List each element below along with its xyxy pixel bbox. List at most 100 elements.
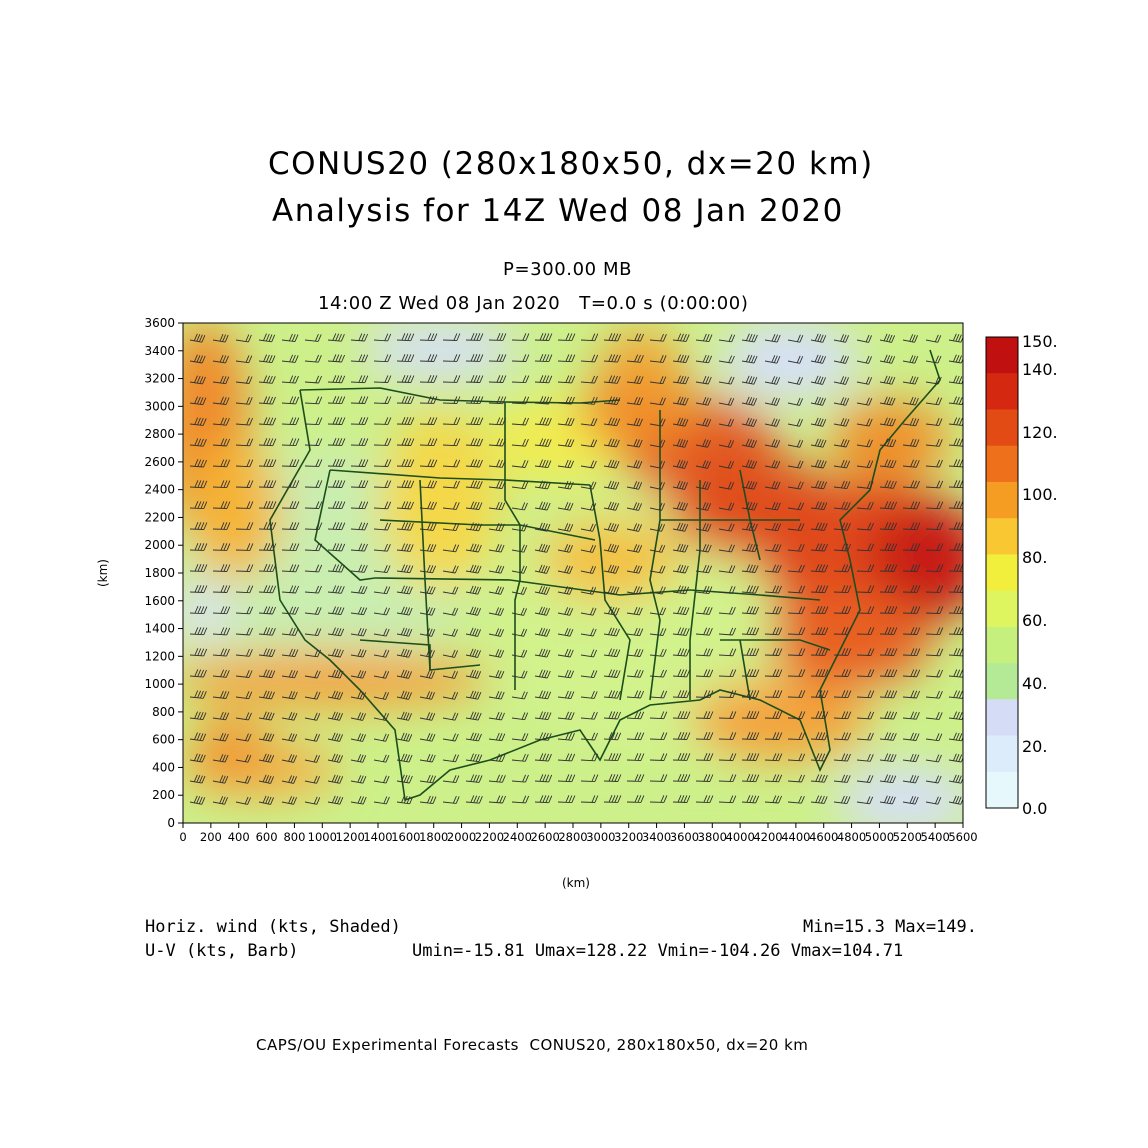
wind-barb xyxy=(902,522,921,531)
wind-barb xyxy=(235,459,254,468)
wind-barb xyxy=(833,585,852,594)
wind-barb xyxy=(580,586,597,595)
wind-barb xyxy=(741,522,758,532)
wind-barb xyxy=(419,712,436,721)
wind-barb xyxy=(442,459,461,468)
wind-barb xyxy=(764,690,783,698)
wind-barb xyxy=(258,438,277,447)
wind-barb xyxy=(810,522,828,531)
x-tick-label: 1800 xyxy=(419,830,448,844)
wind-barb xyxy=(580,460,597,469)
wind-barb xyxy=(212,480,231,489)
wind-barb xyxy=(534,648,551,658)
wind-barb xyxy=(856,775,874,783)
wind-barb xyxy=(258,396,276,405)
wind-barb xyxy=(672,459,689,469)
wind-barb xyxy=(603,459,620,469)
wind-barb xyxy=(833,418,850,427)
wind-barb xyxy=(212,334,229,343)
wind-barb xyxy=(603,648,621,658)
wind-barb xyxy=(212,417,230,426)
wind-barb xyxy=(258,627,276,636)
wind-barb xyxy=(373,354,392,363)
wind-barb xyxy=(442,607,459,616)
wind-barb xyxy=(879,417,896,427)
wind-barb xyxy=(879,627,898,635)
wind-barb xyxy=(396,375,415,383)
wind-barb xyxy=(304,396,323,405)
wind-barb xyxy=(465,732,482,742)
wind-barb xyxy=(258,417,277,426)
wind-barb xyxy=(787,732,806,741)
y-tick-label: 3200 xyxy=(144,372,175,386)
wind-barbs xyxy=(189,333,963,805)
wind-barb xyxy=(396,438,415,446)
wind-barb xyxy=(465,753,483,763)
x-tick-label: 2600 xyxy=(531,830,560,844)
wind-barb xyxy=(603,396,621,405)
x-tick-label: 1000 xyxy=(308,830,337,844)
wind-barb xyxy=(580,333,599,342)
wind-barb xyxy=(649,354,667,363)
wind-barb xyxy=(281,333,299,343)
wind-barb xyxy=(856,796,874,805)
wind-barb xyxy=(580,753,599,762)
wind-barb xyxy=(327,711,344,721)
wind-barb xyxy=(649,690,668,699)
wind-barb xyxy=(810,669,829,677)
wind-barb xyxy=(419,586,436,595)
wind-barb xyxy=(373,417,392,425)
wind-barb xyxy=(649,586,666,595)
wind-barb xyxy=(741,501,758,511)
wind-barb xyxy=(580,544,597,553)
wind-barb xyxy=(787,564,805,573)
wind-barb xyxy=(442,795,460,804)
wind-barb xyxy=(718,753,737,761)
wind-barb xyxy=(580,396,598,405)
wind-barb xyxy=(764,753,783,762)
wind-barb xyxy=(787,774,806,783)
wind-barb xyxy=(695,439,712,448)
wind-barb xyxy=(189,669,207,678)
wind-barb xyxy=(212,690,230,699)
wind-barb xyxy=(212,732,229,742)
wind-barb xyxy=(879,501,898,510)
wind-barb xyxy=(603,522,620,532)
wind-barb xyxy=(557,502,574,511)
colorbar-swatch xyxy=(986,771,1018,809)
wind-barb xyxy=(718,334,736,343)
wind-barb xyxy=(373,522,392,531)
wind-barb xyxy=(787,690,806,698)
wind-barb xyxy=(672,732,691,740)
wind-barb xyxy=(557,795,576,804)
wind-barb xyxy=(718,711,737,719)
wind-barb xyxy=(856,480,874,489)
wind-barb xyxy=(396,522,414,531)
wind-barb xyxy=(396,501,415,510)
wind-barb xyxy=(488,544,505,553)
wind-barb xyxy=(373,796,390,805)
wind-barb xyxy=(327,501,346,510)
wind-barb xyxy=(258,564,277,573)
wind-barb xyxy=(672,438,689,448)
wind-barb xyxy=(695,711,714,719)
wind-barb xyxy=(304,333,322,342)
wind-barb xyxy=(833,606,852,614)
wind-barb xyxy=(511,586,528,595)
wind-barb xyxy=(902,355,919,364)
colorbar-swatch xyxy=(986,590,1018,628)
wind-barb xyxy=(212,396,230,405)
wind-barb xyxy=(373,501,392,510)
wind-barb xyxy=(741,459,758,469)
wind-barb xyxy=(373,333,392,342)
colorbar-swatch xyxy=(986,445,1018,483)
colorbar-swatch xyxy=(986,337,1018,374)
wind-barb xyxy=(948,795,963,805)
wind-barb xyxy=(603,438,620,448)
wind-barb xyxy=(442,375,461,383)
wind-barb xyxy=(396,333,415,342)
wind-barb xyxy=(856,418,873,427)
wind-barb xyxy=(741,354,758,364)
wind-barb xyxy=(649,460,666,469)
wind-barb xyxy=(925,733,943,742)
